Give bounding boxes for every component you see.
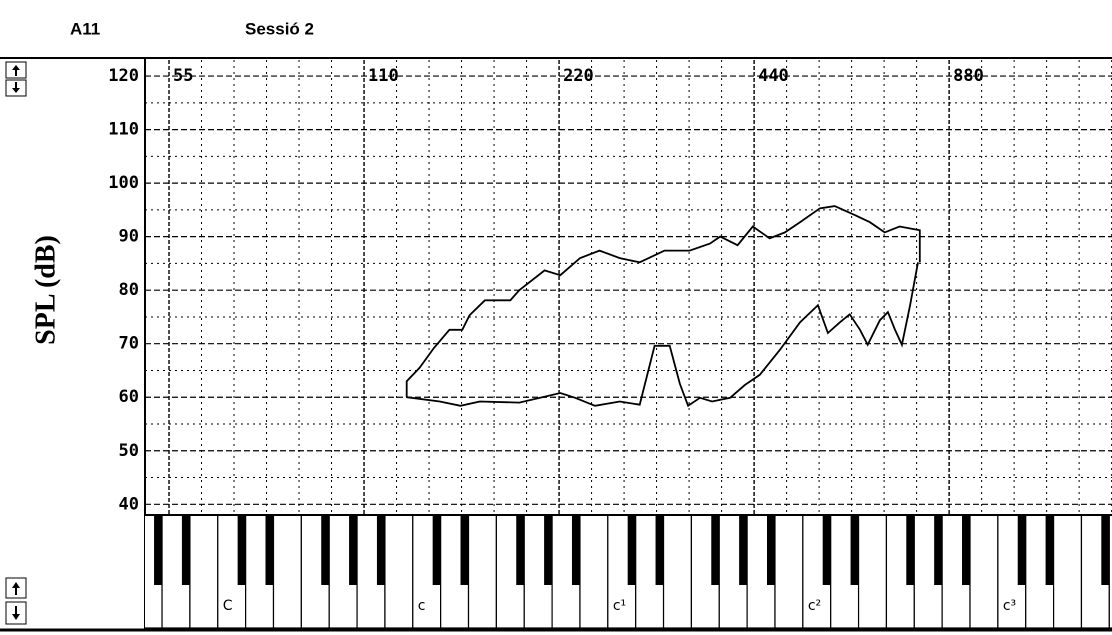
contour-line: [405, 205, 921, 398]
y-tick-label: 80: [119, 280, 139, 300]
white-key: [1052, 514, 1083, 629]
key-label: c²: [808, 598, 821, 614]
key-label: c: [418, 598, 426, 614]
key-label: C: [223, 598, 233, 614]
white-key: [857, 514, 888, 629]
white-key: [1108, 514, 1112, 629]
white-key: [189, 514, 219, 629]
black-key: [1101, 515, 1112, 585]
keyboard: [145, 514, 1112, 629]
white-key: [272, 514, 302, 629]
key-label: c¹: [613, 598, 626, 614]
white-key: [579, 514, 609, 629]
plot-content: 40 50 60 70 80 90 100 110 120 55 110 220 440 880 C c c¹ c…: [108, 66, 1112, 614]
key-label: c³: [1003, 598, 1016, 614]
session-label: Sessió 2: [245, 19, 314, 38]
x-tick-label: 440: [758, 66, 789, 86]
white-key: [774, 514, 804, 629]
x-tick-label: 220: [563, 66, 594, 86]
scroll-down-top[interactable]: [5, 79, 27, 97]
white-key: [467, 514, 497, 629]
white-key: [969, 514, 999, 629]
subject-label: A11: [70, 19, 100, 38]
y-tick-label: 70: [119, 334, 139, 354]
y-tick-label: 40: [119, 494, 139, 514]
scroll-up-bottom[interactable]: [5, 577, 27, 599]
contour-line: [406, 262, 919, 408]
y-tick-label: 90: [119, 227, 139, 247]
y-tick-label: 100: [108, 173, 139, 193]
y-axis-label: SPL (dB): [30, 235, 61, 345]
x-tick-label: 110: [368, 66, 399, 86]
x-tick-label: 55: [173, 66, 193, 86]
scroll-down-bottom[interactable]: [5, 601, 27, 625]
x-tick-label: 880: [953, 66, 984, 86]
grid: [145, 60, 1112, 515]
white-key: [384, 514, 414, 629]
y-tick-label: 120: [108, 66, 139, 86]
y-tick-label: 50: [119, 441, 139, 461]
y-tick-label: 60: [119, 387, 139, 407]
white-key: [662, 514, 693, 629]
scroll-up-top[interactable]: [5, 61, 27, 79]
y-tick-label: 110: [108, 120, 139, 140]
